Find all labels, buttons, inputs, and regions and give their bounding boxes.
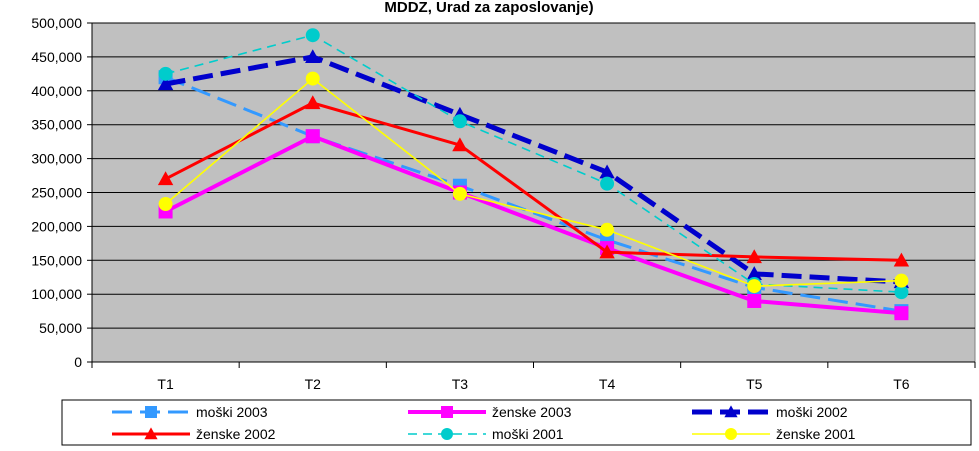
data-point: [746, 266, 762, 281]
plot-area: 0 50,000 100,000 150,000 200,000 250,000 300,0…: [31, 15, 976, 392]
series-line: [165, 77, 902, 287]
series-3: [157, 95, 910, 267]
data-point: [599, 164, 615, 179]
legend-entry: ženske 2001: [692, 426, 856, 442]
x-tick-label: T5: [746, 376, 763, 392]
x-tick-label: T4: [599, 376, 616, 392]
x-tick-label: T1: [157, 376, 174, 392]
y-tick-label: 250,000: [31, 185, 82, 201]
data-point: [600, 176, 615, 191]
y-tick-label: 450,000: [31, 49, 82, 65]
series-line: [165, 34, 902, 293]
data-point: [158, 197, 173, 212]
legend-entry: ženske 2002: [112, 426, 276, 442]
data-point: [893, 252, 910, 267]
legend-label: moški 2002: [776, 404, 848, 420]
legend-swatch-marker: [441, 428, 453, 440]
legend-swatch-marker: [144, 427, 158, 440]
y-tick-label: 50,000: [39, 320, 82, 336]
legend-label: ženske 2002: [196, 426, 276, 442]
legend: moški 2003 ženske 2003 moški 2002 ženske 20…: [61, 399, 972, 446]
y-tick-label: 500,000: [31, 15, 82, 31]
data-point: [599, 244, 615, 259]
y-tick-label: 0: [74, 354, 82, 370]
data-point: [305, 71, 320, 86]
y-tick-label: 350,000: [31, 117, 82, 133]
y-tick-label: 150,000: [31, 252, 82, 268]
data-point: [305, 49, 321, 64]
legend-swatch-marker: [441, 406, 453, 418]
legend-entry: moški 2002: [692, 404, 848, 420]
data-point: [157, 76, 174, 91]
data-point: [600, 222, 615, 237]
legend-box: [61, 399, 972, 446]
legend-swatch-marker: [724, 405, 738, 418]
x-tick-label: T3: [452, 376, 469, 392]
series-line: [164, 134, 902, 316]
data-point: [894, 285, 909, 300]
series-2: [157, 49, 910, 289]
data-point: [305, 28, 320, 43]
chart-title: MDDZ, Urad za zaposlovanje): [384, 0, 593, 16]
y-tick-label: 100,000: [31, 286, 82, 302]
data-point: [452, 186, 467, 201]
y-tick-label: 400,000: [31, 83, 82, 99]
series-line: [165, 75, 902, 313]
series-line: [165, 54, 902, 285]
data-point: [305, 129, 320, 144]
data-point: [894, 306, 909, 321]
data-point: [158, 66, 173, 81]
legend-entry: ženske 2003: [408, 404, 572, 420]
data-point: [305, 95, 321, 110]
legend-label: moški 2001: [492, 426, 564, 442]
legend-swatch-marker: [145, 406, 157, 418]
series-5: [158, 71, 909, 294]
data-point: [747, 279, 762, 294]
legend-entry: moški 2003: [112, 404, 268, 420]
legend-swatch-marker: [725, 428, 737, 440]
series-line: [164, 101, 902, 262]
data-point: [894, 273, 909, 288]
legend-label: ženske 2001: [776, 426, 856, 442]
data-point: [746, 249, 762, 264]
x-tick-label: T2: [305, 376, 322, 392]
x-tick-label: T6: [893, 376, 910, 392]
y-tick-label: 200,000: [31, 218, 82, 234]
data-point: [747, 293, 762, 308]
legend-label: moški 2003: [196, 404, 268, 420]
legend-label: ženske 2003: [492, 404, 572, 420]
legend-entry: moški 2001: [408, 426, 564, 442]
data-point: [452, 137, 468, 152]
y-tick-label: 300,000: [31, 151, 82, 167]
data-point: [157, 171, 174, 186]
data-point: [452, 114, 467, 129]
